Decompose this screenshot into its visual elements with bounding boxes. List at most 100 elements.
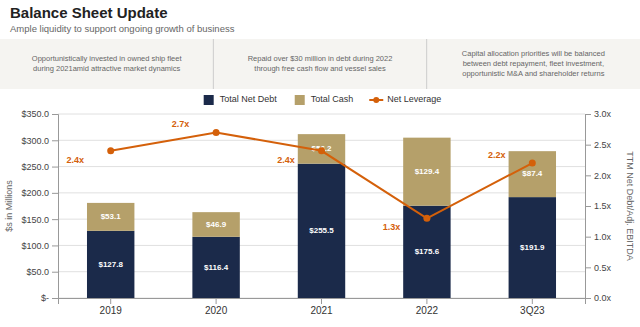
bar-label: $116.4	[204, 263, 229, 272]
tick-label: 1.5x	[594, 201, 612, 211]
grid	[58, 114, 585, 298]
bar-label: $46.9	[206, 220, 227, 229]
bar-label: $53.1	[101, 212, 122, 221]
tick: $200.0	[21, 188, 58, 198]
bar-label: $87.4	[522, 169, 543, 178]
note-line: Repaid over $30 million in debt during 2…	[248, 54, 393, 63]
tick-mark	[585, 175, 591, 176]
tick-label: 3Q23	[520, 305, 545, 316]
tick-mark	[585, 145, 591, 146]
bar-label: $191.9	[520, 243, 545, 252]
tick: $-	[41, 293, 58, 303]
line-label: 2.4x	[277, 155, 295, 165]
tick-label: $200.0	[21, 188, 49, 198]
legend-swatch	[204, 95, 214, 105]
tick: $100.0	[21, 241, 58, 251]
tick-mark	[52, 272, 58, 273]
bar-labels: $127.8$116.4$255.5$175.6$191.9$53.1$46.9…	[98, 144, 545, 271]
tick-label: 2021	[310, 305, 333, 316]
tick: 2019	[100, 298, 123, 316]
tick-mark	[426, 298, 427, 304]
tick: $150.0	[21, 215, 58, 225]
subtitle: Ample liquidity to support ongoing growt…	[10, 23, 235, 34]
line-labels: 2.4x 2.7x 2.4x 1.3x 2.2x	[66, 119, 505, 232]
bar	[87, 203, 134, 231]
line-label: 1.3x	[383, 222, 401, 232]
legend-label: Total Net Debt	[220, 94, 278, 104]
tick-label: 3.0x	[594, 109, 612, 119]
tick-mark	[585, 206, 591, 207]
line-marker	[318, 147, 325, 154]
tick-label: $-	[41, 293, 49, 303]
tick-label: $350.0	[21, 109, 49, 119]
note: Capital allocation priorities will be ba…	[462, 49, 605, 78]
bar	[509, 197, 556, 298]
bar	[403, 138, 450, 206]
note-line: through free cash flow and vessel sales	[254, 64, 386, 73]
axis-title: $s in Millions	[4, 180, 14, 232]
line-label: 2.4x	[66, 155, 84, 165]
bar-label: $255.5	[309, 226, 334, 235]
tick-label: $300.0	[21, 136, 49, 146]
legend-item: Total Cash	[295, 94, 354, 105]
tick-mark	[321, 298, 322, 304]
axis: 2019 2020 2021 2022 3Q23	[59, 298, 586, 316]
tick-label: 2.5x	[594, 140, 612, 150]
legend-item: Net Leverage	[369, 94, 441, 104]
tick-mark	[585, 267, 591, 268]
tick-mark	[52, 193, 58, 194]
bar	[403, 206, 450, 298]
title: Balance Sheet Update	[10, 4, 168, 21]
tick-label: 2.0x	[594, 171, 612, 181]
tick-label: 0.0x	[594, 293, 612, 303]
axis: 0.0x0.5x1.0x1.5x2.0x2.5x3.0x	[585, 109, 612, 303]
note-line: during 2021amid attractive market dynami…	[33, 64, 180, 73]
tick-label: $250.0	[21, 162, 49, 172]
legend-label: Net Leverage	[387, 94, 441, 104]
tick-label: 2022	[416, 305, 439, 316]
axis-line	[59, 299, 586, 305]
grid-line	[58, 114, 585, 115]
bar	[192, 212, 239, 237]
tick-label: $100.0	[21, 241, 49, 251]
note-divider	[213, 39, 214, 89]
tick-label: 1.0x	[594, 232, 612, 242]
legend-swatch	[295, 95, 305, 105]
tick: $50.0	[26, 267, 58, 277]
tick-mark	[585, 114, 591, 115]
line-marker	[423, 215, 430, 222]
tick-mark	[110, 298, 111, 304]
tick: 2022	[416, 298, 439, 316]
bar	[87, 231, 134, 298]
tick: $250.0	[21, 162, 58, 172]
line-marker	[529, 160, 536, 167]
note: Opportunistically invested in owned ship…	[32, 54, 183, 73]
tick-label: 2020	[205, 305, 228, 316]
tick: 2020	[205, 298, 228, 316]
bar	[192, 237, 239, 298]
bars	[87, 134, 556, 298]
axis-title: TTM Net Debt/Adj. EBITDA	[625, 151, 635, 261]
line-label: 2.7x	[172, 119, 190, 129]
tick-label: $50.0	[26, 267, 49, 277]
tick-mark	[52, 114, 58, 115]
bar	[509, 151, 556, 197]
tick: $350.0	[21, 109, 58, 119]
line-label: 2.2x	[488, 150, 506, 160]
tick: 3Q23	[520, 298, 545, 316]
tick: $300.0	[21, 136, 58, 146]
line-marker	[107, 147, 114, 154]
note-line: Capital allocation priorities will be ba…	[462, 49, 605, 58]
bar-label: $175.6	[415, 247, 440, 256]
tick-mark	[52, 219, 58, 220]
tick-mark	[52, 167, 58, 168]
tick-mark	[585, 237, 591, 238]
note-line: opportunistic M&A and shareholder return…	[462, 69, 604, 78]
note-band: Opportunistically invested in owned ship…	[0, 39, 640, 89]
bar	[298, 164, 345, 298]
tick: 0.0x	[585, 293, 612, 303]
tick-mark	[52, 298, 58, 299]
note: Repaid over $30 million in debt during 2…	[248, 54, 393, 73]
tick-mark	[532, 298, 533, 304]
axis: $- $50.0 $100.0 $150.0 $200.0 $250.0 $300.0 $35…	[21, 109, 58, 303]
